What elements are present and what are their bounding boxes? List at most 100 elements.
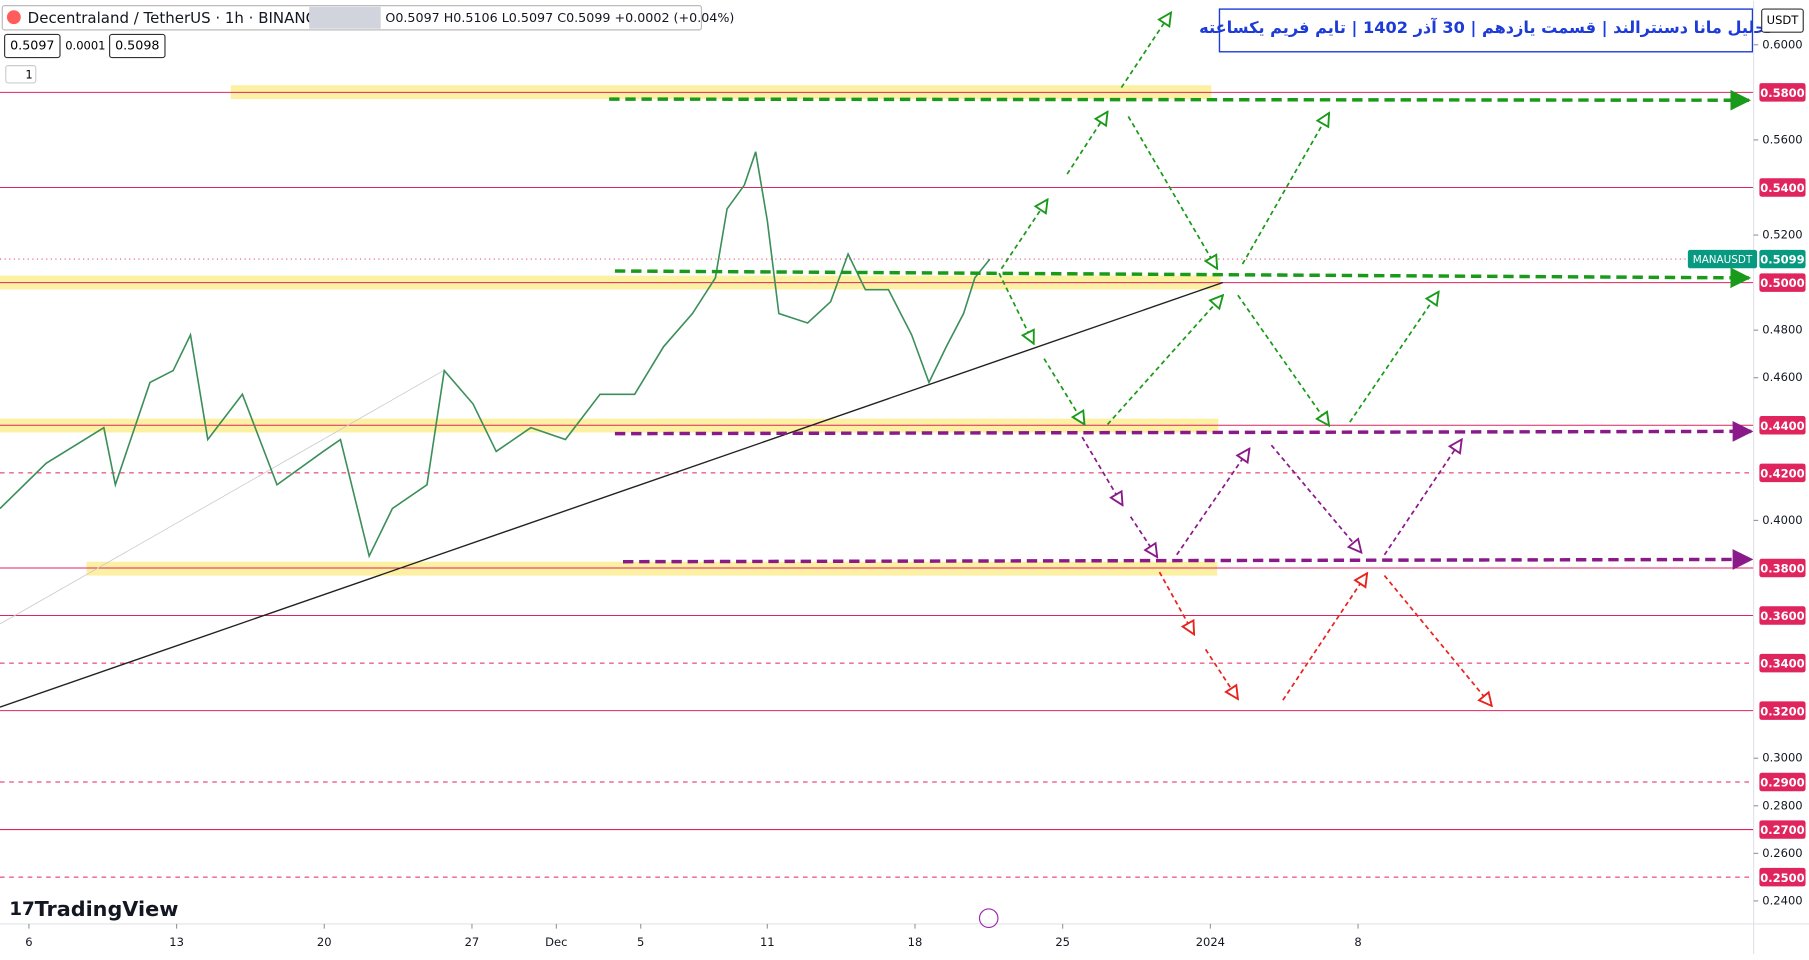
y-tick-label: 0.2600 [1762,846,1802,860]
bid: 0.5097 [10,38,54,53]
y-tick-label: 0.6000 [1762,37,1802,51]
title-box [1218,8,1754,53]
y-tick-label: 0.4600 [1762,370,1802,384]
arrow [1000,199,1047,270]
x-tick-label: Dec [545,935,567,949]
level-label-box [1759,558,1806,578]
arrow [1127,115,1217,268]
x-tick-label: 5 [637,935,644,949]
key-levels [609,89,1754,570]
level-label-box [1759,653,1806,673]
projections [998,13,1492,706]
arrow [1282,573,1367,701]
chart-title: تحلیل مانا دسنترالند | قسمت یازدهم | 30 … [1199,17,1773,38]
y-tick-label: 0.5600 [1762,132,1802,146]
indicators-box[interactable] [5,65,37,84]
arrow [1158,571,1194,634]
level-label: 0.3200 [1760,704,1804,718]
level-label-box [1759,772,1806,792]
level-label-box [1759,273,1806,292]
y-tick-label: 0.4800 [1762,323,1802,337]
level-label-box [1759,606,1806,625]
current-price-tag [1687,249,1758,269]
level-label: 0.3600 [1760,609,1804,623]
level-label-box [1759,178,1806,197]
level-label-box [1759,83,1806,102]
arrow [1383,439,1461,556]
brand-logo: 17 [9,899,35,920]
arrow [614,267,1752,289]
arrow [1383,575,1491,706]
level-label-box [1759,416,1806,435]
level-label: 0.5400 [1760,181,1804,195]
currency: USDT [1767,13,1800,27]
level-label: 0.4200 [1760,467,1804,481]
arrow [998,272,1034,343]
level-label-box [1759,820,1806,839]
toolbar: Decentraland / TetherUS · 1h · BINANCE O… [1,5,1804,929]
arrow [1241,113,1330,265]
level-label: 0.3800 [1760,562,1804,576]
replay-icon[interactable] [978,908,999,929]
level-label-box [1759,867,1806,887]
level-label: 0.5000 [1760,276,1804,290]
x-tick-label: 13 [169,935,184,949]
level-label: 0.3400 [1760,657,1804,671]
toggle[interactable] [309,6,381,29]
level-label: 0.2700 [1760,823,1804,837]
y-tick-label: 0.2800 [1762,798,1802,812]
arrow [1270,444,1361,552]
spread: 0.0001 [65,39,105,53]
arrow [1237,294,1329,425]
currency-box[interactable] [1761,8,1804,33]
y-tick-label: 0.2400 [1762,893,1802,907]
x-tick-label: 8 [1354,935,1361,949]
x-tick-label: 2024 [1196,935,1225,949]
arrow [622,549,1754,570]
level-label: 0.5800 [1760,86,1804,100]
arrow [1081,436,1122,505]
arrow [1176,449,1250,556]
x-tick-label: 27 [465,935,480,949]
ask-box[interactable] [109,33,166,59]
axes: 0.5800 0.5400 0.5000 0.4400 0.4200 0.3800 0.36… [25,37,1806,949]
brand: TradingView [35,897,179,921]
level-label: 0.4400 [1760,419,1804,433]
plot [0,151,991,559]
x-tick-label: 25 [1055,935,1070,949]
zones [0,85,1221,576]
y-tick-label: 0.5200 [1762,228,1802,242]
level-label: 0.2500 [1760,871,1804,885]
arrow [614,421,1754,442]
price-line [0,151,991,559]
arrow [1129,516,1158,557]
current-price-box [1759,249,1806,269]
x-tick-label: 6 [25,935,32,949]
y-tick-label: 0.3000 [1762,751,1802,765]
arrow [609,89,1752,111]
arrow [1349,292,1439,423]
x-tick-label: 11 [760,935,775,949]
arrow [1204,648,1238,699]
x-tick-label: 18 [908,935,923,949]
zone [86,561,1218,576]
symbol-icon [6,10,21,25]
ohlc: O0.5097 H0.5106 L0.5097 C0.5099 +0.0002 … [385,10,734,25]
current-price-label: 0.5099 [1760,253,1804,267]
y-tick-label: 0.4000 [1762,513,1802,527]
indicators: 1 [25,67,32,81]
x-tick-label: 20 [317,935,332,949]
arrow [1106,295,1223,426]
bid-box[interactable] [4,33,61,59]
level-label: 0.2900 [1760,776,1804,790]
arrow [1066,112,1107,175]
levels [0,91,1754,878]
symbol: Decentraland / TetherUS · 1h · BINANCE [28,9,326,27]
current-price-name: MANAUSDT [1693,254,1753,266]
level-label-box [1759,463,1806,483]
ask: 0.5098 [115,38,159,53]
arrow [1120,13,1171,89]
arrow [1043,358,1084,425]
level-label-box [1759,701,1806,720]
